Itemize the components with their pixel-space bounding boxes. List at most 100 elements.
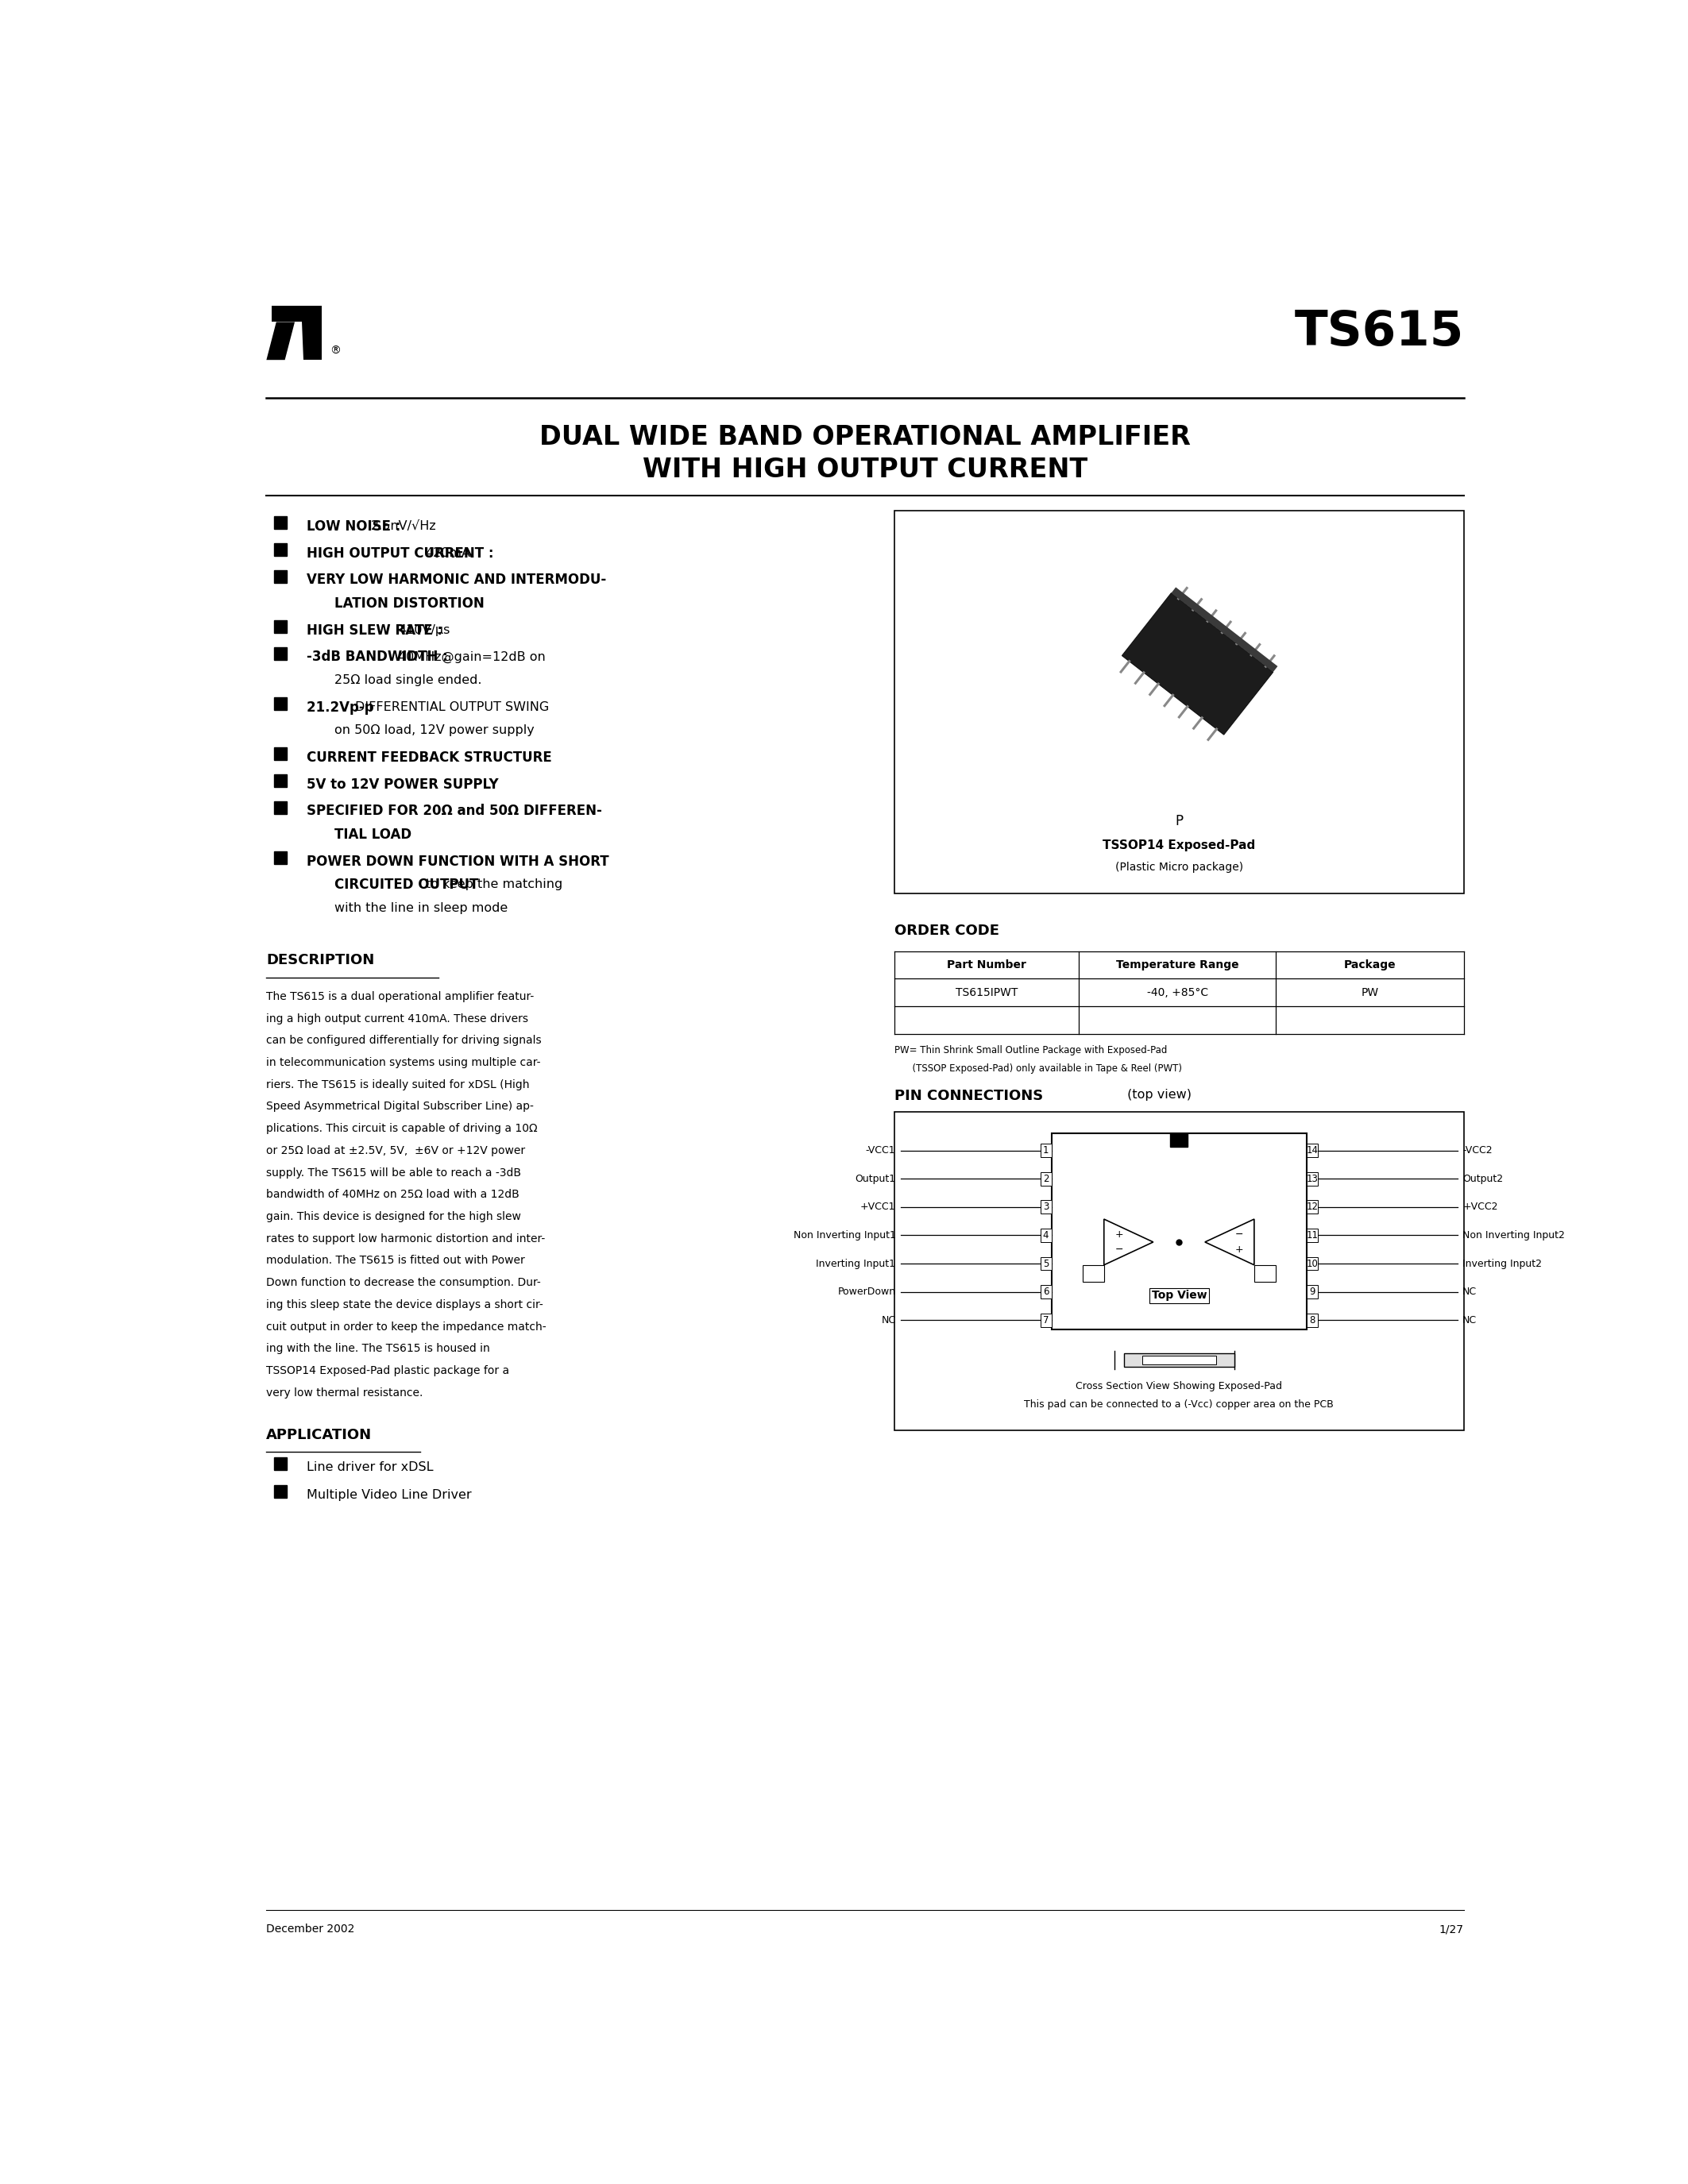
Text: 1: 1 (1043, 1144, 1048, 1155)
Bar (1307, 1284, 1318, 1299)
Text: Line driver for xDSL: Line driver for xDSL (307, 1461, 434, 1474)
Text: on 50Ω load, 12V power supply: on 50Ω load, 12V power supply (334, 725, 533, 736)
Text: Package: Package (1344, 959, 1396, 970)
Text: 13: 13 (1307, 1173, 1318, 1184)
Text: 6: 6 (1043, 1286, 1048, 1297)
Text: 2.5nV/√Hz: 2.5nV/√Hz (371, 520, 437, 533)
Text: 1/27: 1/27 (1440, 1924, 1463, 1935)
Text: The TS615 is a dual operational amplifier featur-: The TS615 is a dual operational amplifie… (267, 992, 535, 1002)
Bar (1170, 1133, 1188, 1147)
Text: to keep the matching: to keep the matching (425, 878, 562, 891)
Bar (1040, 1144, 1052, 1158)
Text: -VCC2: -VCC2 (1462, 1144, 1492, 1155)
Text: -40, +85°C: -40, +85°C (1146, 987, 1209, 998)
Text: (Plastic Micro package): (Plastic Micro package) (1116, 863, 1242, 874)
Text: cuit output in order to keep the impedance match-: cuit output in order to keep the impedan… (267, 1321, 547, 1332)
Text: APPLICATION: APPLICATION (267, 1428, 371, 1441)
Text: with the line in sleep mode: with the line in sleep mode (334, 902, 508, 913)
Text: in telecommunication systems using multiple car-: in telecommunication systems using multi… (267, 1057, 540, 1068)
Text: VERY LOW HARMONIC AND INTERMODU-: VERY LOW HARMONIC AND INTERMODU- (307, 572, 606, 587)
Text: −: − (1234, 1230, 1242, 1241)
Text: modulation. The TS615 is fitted out with Power: modulation. The TS615 is fitted out with… (267, 1256, 525, 1267)
Bar (1254, 1265, 1276, 1282)
Text: 10: 10 (1307, 1258, 1318, 1269)
Text: gain. This device is designed for the high slew: gain. This device is designed for the hi… (267, 1212, 522, 1223)
Text: TIAL LOAD: TIAL LOAD (334, 828, 412, 841)
Polygon shape (1171, 587, 1278, 673)
Text: rates to support low harmonic distortion and inter-: rates to support low harmonic distortion… (267, 1234, 545, 1245)
Bar (1307, 1313, 1318, 1326)
Text: 410V/μs: 410V/μs (398, 625, 451, 636)
Text: LATION DISTORTION: LATION DISTORTION (334, 596, 484, 612)
Text: +: + (1234, 1245, 1242, 1254)
Text: NC: NC (881, 1315, 896, 1326)
Text: Inverting Input1: Inverting Input1 (815, 1258, 896, 1269)
Text: ORDER CODE: ORDER CODE (895, 924, 999, 939)
Text: (TSSOP Exposed-Pad) only available in Tape & Reel (PWT): (TSSOP Exposed-Pad) only available in Ta… (895, 1064, 1182, 1075)
Text: Non Inverting Input2: Non Inverting Input2 (1462, 1230, 1565, 1241)
Bar (895, 511, 1463, 893)
Text: 5: 5 (1043, 1258, 1048, 1269)
Bar (1124, 1354, 1234, 1367)
Polygon shape (1123, 594, 1273, 734)
Bar (273, 1485, 287, 1498)
Text: This pad can be connected to a (-Vcc) copper area on the PCB: This pad can be connected to a (-Vcc) co… (1025, 1400, 1334, 1409)
Bar (1052, 1133, 1307, 1330)
Polygon shape (302, 321, 322, 360)
Bar (1040, 1173, 1052, 1186)
Text: can be configured differentially for driving signals: can be configured differentially for dri… (267, 1035, 542, 1046)
Text: 12: 12 (1307, 1201, 1318, 1212)
Text: HIGH OUTPUT CURRENT :: HIGH OUTPUT CURRENT : (307, 546, 498, 561)
Bar (273, 747, 287, 760)
Text: DESCRIPTION: DESCRIPTION (267, 952, 375, 968)
Text: LOW NOISE :: LOW NOISE : (307, 520, 405, 533)
Text: (top view): (top view) (1123, 1090, 1192, 1101)
Text: ing a high output current 410mA. These drivers: ing a high output current 410mA. These d… (267, 1013, 528, 1024)
Bar (1143, 1356, 1215, 1365)
Text: Cross Section View Showing Exposed-Pad: Cross Section View Showing Exposed-Pad (1075, 1380, 1283, 1391)
Bar (273, 802, 287, 815)
Text: WITH HIGH OUTPUT CURRENT: WITH HIGH OUTPUT CURRENT (643, 456, 1087, 483)
Polygon shape (1205, 1219, 1254, 1265)
Text: 11: 11 (1307, 1230, 1318, 1241)
Text: TSSOP14 Exposed-Pad plastic package for a: TSSOP14 Exposed-Pad plastic package for … (267, 1365, 510, 1376)
Text: CIRCUITED OUTPUT: CIRCUITED OUTPUT (334, 878, 483, 891)
Text: +VCC1: +VCC1 (861, 1201, 896, 1212)
Text: very low thermal resistance.: very low thermal resistance. (267, 1387, 424, 1398)
Text: 420mA: 420mA (425, 548, 471, 559)
Bar (273, 852, 287, 865)
Bar (273, 646, 287, 660)
Text: DIFFERENTIAL OUTPUT SWING: DIFFERENTIAL OUTPUT SWING (354, 701, 549, 714)
Bar (273, 697, 287, 710)
Text: Output2: Output2 (1462, 1173, 1504, 1184)
Text: PowerDown: PowerDown (837, 1286, 896, 1297)
Text: +VCC2: +VCC2 (1462, 1201, 1497, 1212)
Bar (1040, 1284, 1052, 1299)
Text: Output1: Output1 (854, 1173, 896, 1184)
Bar (273, 620, 287, 633)
Text: −: − (1116, 1245, 1124, 1254)
Text: Multiple Video Line Driver: Multiple Video Line Driver (307, 1489, 471, 1500)
Bar (1307, 1201, 1318, 1214)
Text: Non Inverting Input1: Non Inverting Input1 (793, 1230, 896, 1241)
Text: POWER DOWN FUNCTION WITH A SHORT: POWER DOWN FUNCTION WITH A SHORT (307, 854, 609, 869)
Text: plications. This circuit is capable of driving a 10Ω: plications. This circuit is capable of d… (267, 1123, 538, 1133)
Text: supply. The TS615 will be able to reach a -3dB: supply. The TS615 will be able to reach … (267, 1166, 522, 1177)
Text: P: P (1175, 815, 1183, 828)
Text: HIGH SLEW RATE :: HIGH SLEW RATE : (307, 622, 447, 638)
Text: CURRENT FEEDBACK STRUCTURE: CURRENT FEEDBACK STRUCTURE (307, 751, 552, 764)
Text: 9: 9 (1310, 1286, 1315, 1297)
Text: Top View: Top View (1151, 1291, 1207, 1302)
Text: riers. The TS615 is ideally suited for xDSL (High: riers. The TS615 is ideally suited for x… (267, 1079, 530, 1090)
Text: 3: 3 (1043, 1201, 1048, 1212)
Text: 5V to 12V POWER SUPPLY: 5V to 12V POWER SUPPLY (307, 778, 498, 791)
Bar (273, 515, 287, 529)
Bar (273, 570, 287, 583)
Text: 7: 7 (1043, 1315, 1048, 1326)
Text: 4: 4 (1043, 1230, 1048, 1241)
Text: TS615IPWT: TS615IPWT (955, 987, 1018, 998)
Bar (1040, 1230, 1052, 1243)
Text: Part Number: Part Number (947, 959, 1026, 970)
Text: Temperature Range: Temperature Range (1116, 959, 1239, 970)
Text: 14: 14 (1307, 1144, 1318, 1155)
